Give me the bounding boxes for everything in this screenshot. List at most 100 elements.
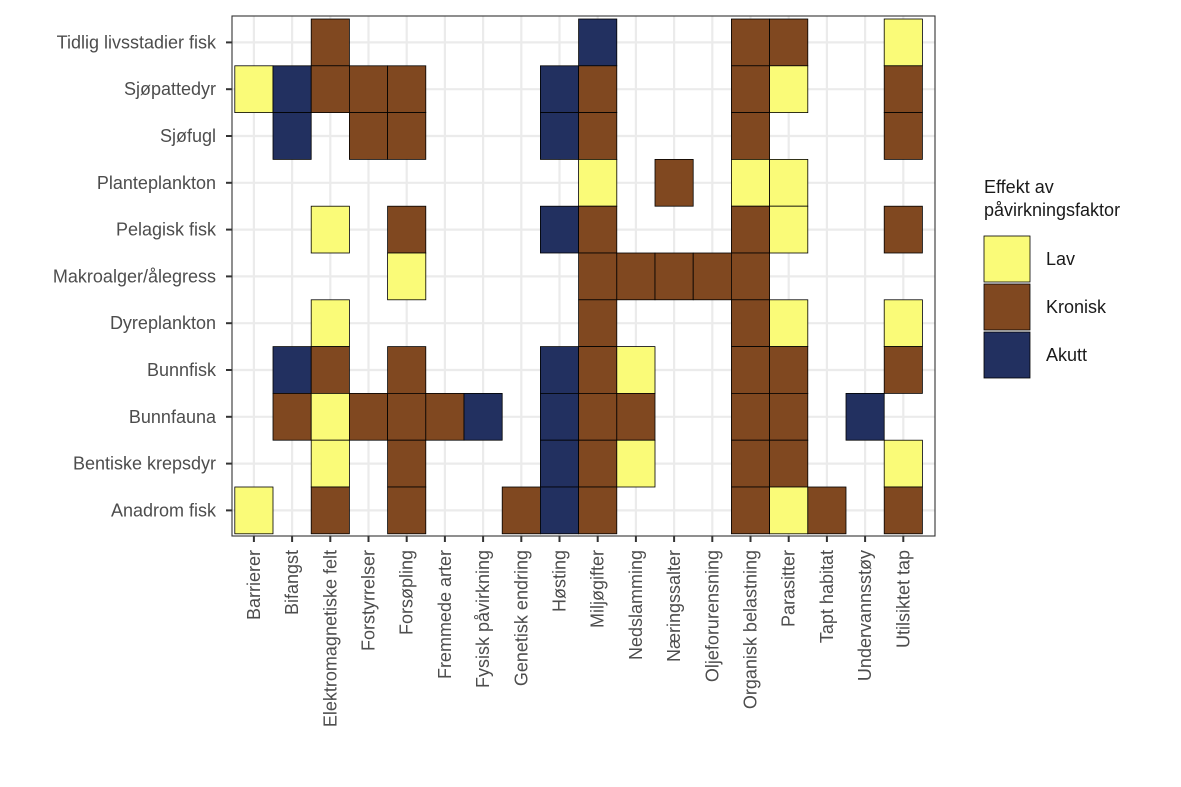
- heatmap-cell: [348, 65, 388, 114]
- heatmap-cell: [578, 65, 618, 114]
- heatmap-cell: [883, 439, 923, 488]
- legend-key-lav: [983, 235, 1031, 283]
- heatmap-cell: [578, 392, 618, 441]
- y-tick-label: Bunnfauna: [129, 407, 217, 427]
- heatmap-cell: [540, 486, 580, 535]
- y-tick-label: Bunnfisk: [147, 360, 217, 380]
- heatmap-cell: [731, 252, 771, 301]
- heatmap-cell: [769, 392, 809, 441]
- legend-title: påvirkningsfaktor: [984, 200, 1120, 220]
- legend-label: Lav: [1046, 249, 1075, 269]
- legend-title: Effekt av: [984, 177, 1054, 197]
- heatmap-cell: [387, 439, 427, 488]
- y-tick-label: Tidlig livsstadier fisk: [57, 32, 217, 52]
- x-tick-label: Forstyrrelser: [359, 550, 379, 651]
- heatmap-cell: [731, 299, 771, 347]
- x-tick-label: Fremmede arter: [435, 550, 455, 679]
- heatmap-cell: [883, 205, 923, 254]
- heatmap-cell: [883, 346, 923, 394]
- heatmap-cell: [387, 486, 427, 535]
- heatmap-cell: [731, 112, 771, 160]
- heatmap-cell: [731, 346, 771, 394]
- x-tick-label: Forsøpling: [397, 550, 417, 635]
- heatmap-cell: [310, 392, 350, 441]
- heatmap-cell: [731, 205, 771, 254]
- y-tick-label: Sjøfugl: [160, 126, 216, 146]
- legend-key-kronisk: [983, 283, 1031, 331]
- x-tick-label: Miljøgifter: [588, 550, 608, 628]
- y-tick-label: Planteplankton: [97, 173, 216, 193]
- heatmap-cell: [578, 205, 618, 254]
- heatmap-cell: [387, 65, 427, 114]
- heatmap-cell: [578, 439, 618, 488]
- heatmap-cell: [769, 65, 809, 114]
- heatmap-cell: [731, 392, 771, 441]
- heatmap-cell: [578, 299, 618, 347]
- heatmap-cell: [310, 486, 350, 535]
- heatmap-cell: [348, 392, 388, 441]
- axes: Tidlig livsstadier fisk Sjøpattedyr Sjøfug…: [53, 32, 913, 727]
- heatmap-cell: [692, 252, 732, 301]
- heatmap-cell: [883, 18, 923, 67]
- heatmap-cell: [769, 158, 809, 207]
- heatmap-cell: [769, 346, 809, 394]
- heatmap-cell: [387, 392, 427, 441]
- y-tick-label: Dyreplankton: [110, 313, 216, 333]
- x-tick-label: Bifangst: [282, 550, 302, 615]
- heatmap-cell: [272, 346, 312, 394]
- heatmap-cell: [272, 392, 312, 441]
- heatmap-cell: [310, 18, 350, 67]
- heatmap-cell: [387, 252, 427, 301]
- heatmap-cell: [731, 65, 771, 114]
- x-tick-label: Organisk belastning: [741, 550, 761, 709]
- y-tick-label: Makroalger/ålegress: [53, 266, 216, 286]
- y-tick-label: Pelagisk fisk: [116, 220, 217, 240]
- heatmap-cell: [883, 65, 923, 114]
- heatmap-cell: [616, 346, 656, 394]
- heatmap-cell: [883, 112, 923, 160]
- y-tick-label: Sjøpattedyr: [124, 79, 216, 99]
- heatmap-cell: [731, 18, 771, 67]
- heatmap-cell: [387, 205, 427, 254]
- heatmap-cell: [234, 486, 274, 535]
- x-tick-label: Genetisk endring: [511, 550, 531, 686]
- heatmap-cell: [578, 486, 618, 535]
- y-tick-label: Anadrom fisk: [111, 500, 217, 520]
- x-tick-label: Høsting: [550, 550, 570, 612]
- heatmap-cell: [578, 346, 618, 394]
- heatmap-cell: [310, 346, 350, 394]
- x-tick-label: Undervannsstøy: [855, 550, 875, 681]
- legend-key-akutt: [983, 331, 1031, 379]
- heatmap-cell: [883, 486, 923, 535]
- x-tick-label: Tapt habitat: [817, 550, 837, 643]
- heatmap-cell: [425, 392, 465, 441]
- heatmap-cell: [845, 392, 885, 441]
- x-tick-label: Parasitter: [779, 550, 799, 627]
- heatmap-cell: [654, 158, 694, 207]
- heatmap-cell: [540, 392, 580, 441]
- heatmap-cell: [769, 18, 809, 67]
- heatmap-cell: [272, 112, 312, 160]
- heatmap-cell: [310, 299, 350, 347]
- heatmap-cell: [310, 205, 350, 254]
- heatmap-cell: [769, 299, 809, 347]
- heatmap-cell: [616, 439, 656, 488]
- heatmap-cell: [578, 252, 618, 301]
- legend-label: Akutt: [1046, 345, 1087, 365]
- heatmap-cell: [616, 392, 656, 441]
- heatmap-cell: [578, 158, 618, 207]
- x-tick-label: Elektromagnetiske felt: [320, 550, 340, 727]
- heatmap-cell: [540, 65, 580, 114]
- heatmap-cell: [769, 486, 809, 535]
- heatmap-cell: [807, 486, 847, 535]
- x-tick-label: Nedslamming: [626, 550, 646, 660]
- heatmap-cell: [731, 486, 771, 535]
- legend: Effekt av påvirkningsfaktor Lav Kronisk Akut…: [983, 177, 1120, 379]
- legend-label: Kronisk: [1046, 297, 1107, 317]
- heatmap-cell: [310, 65, 350, 114]
- y-tick-label: Bentiske krepsdyr: [73, 454, 216, 474]
- heatmap-cells: [234, 18, 923, 535]
- heatmap-cell: [310, 439, 350, 488]
- x-tick-label: Oljeforurensning: [702, 550, 722, 682]
